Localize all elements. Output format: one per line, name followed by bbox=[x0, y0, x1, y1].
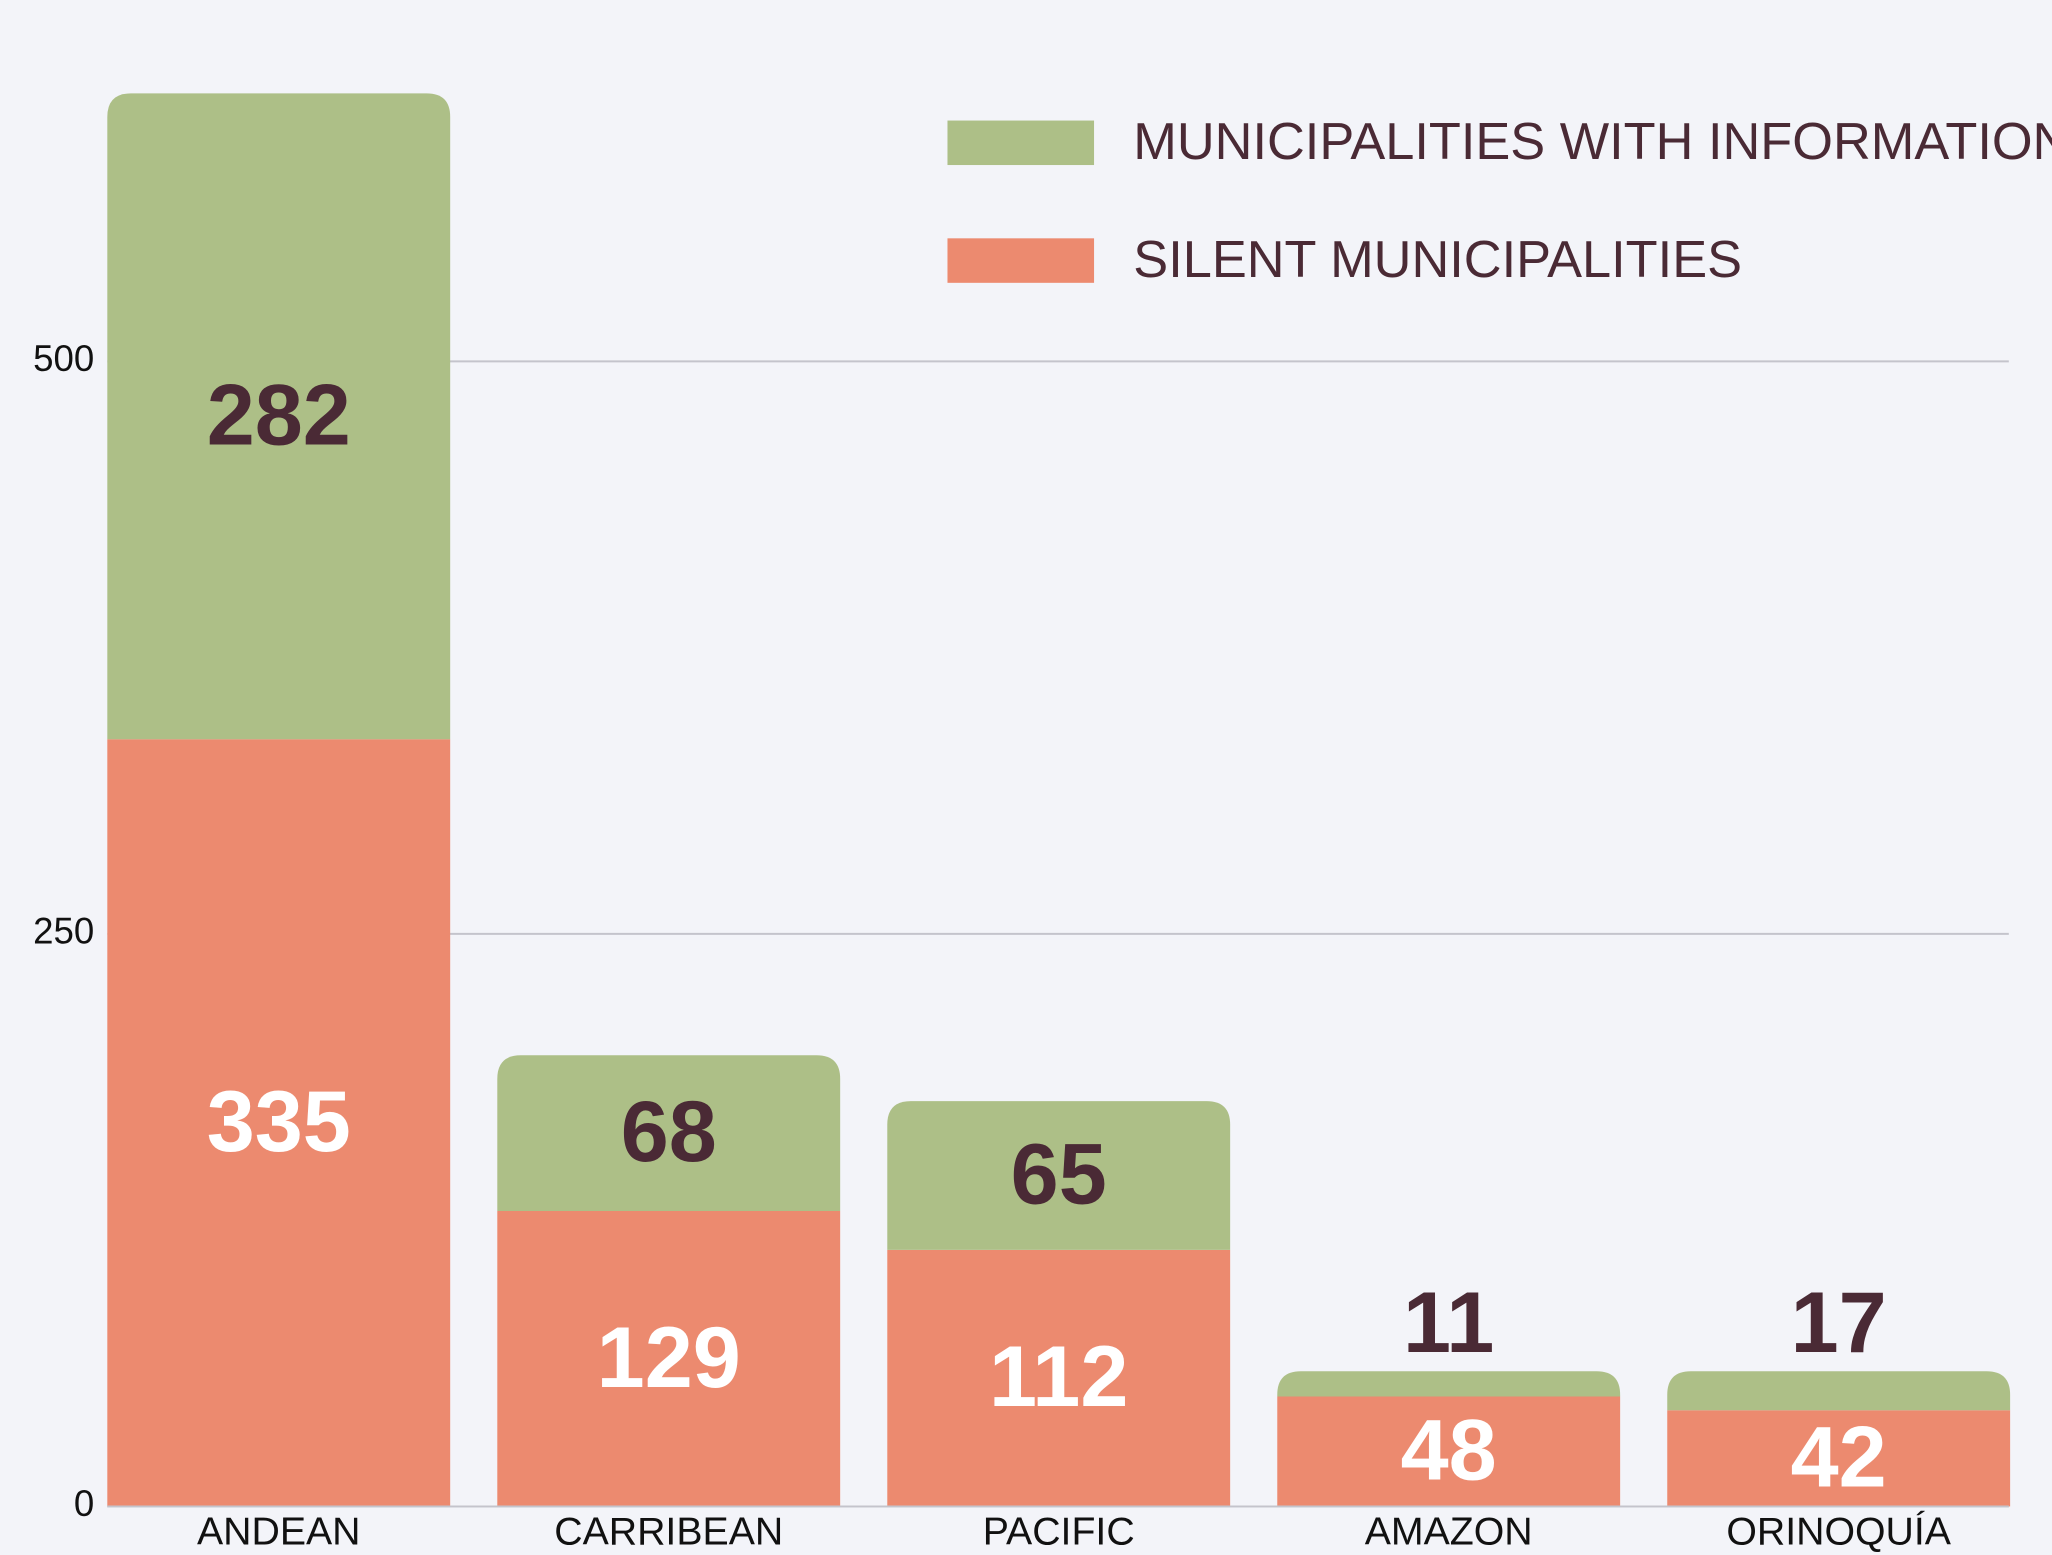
value-label: 112 bbox=[989, 1329, 1128, 1425]
legend-swatch bbox=[947, 238, 1095, 283]
legend-label: SILENT MUNICIPALITIES bbox=[1133, 231, 1742, 289]
value-label: 42 bbox=[1791, 1409, 1887, 1505]
bar-segment bbox=[1277, 1371, 1621, 1397]
bar-segment bbox=[1277, 1396, 1621, 1507]
value-label: 11 bbox=[1403, 1275, 1494, 1371]
y-tick-label: 0 bbox=[74, 1483, 94, 1524]
value-label: 17 bbox=[1791, 1275, 1887, 1371]
x-tick-label: ANDEAN bbox=[197, 1509, 361, 1553]
bar-segment bbox=[1667, 1371, 2011, 1411]
bar-segment bbox=[497, 1210, 841, 1507]
legend-swatch bbox=[947, 120, 1095, 166]
legend-label: MUNICIPALITIES WITH INFORMATION bbox=[1133, 113, 2052, 171]
x-tick-label: ORINOQUÍA bbox=[1726, 1509, 1951, 1553]
value-label: 282 bbox=[207, 367, 351, 463]
x-tick-label: AMAZON bbox=[1365, 1509, 1533, 1553]
y-tick-label: 250 bbox=[33, 911, 94, 952]
bar-segment bbox=[107, 739, 451, 1507]
y-tick-label: 500 bbox=[33, 338, 94, 379]
bar-segment bbox=[107, 93, 451, 740]
bar-segment bbox=[1667, 1410, 2011, 1507]
x-tick-label: PACIFIC bbox=[983, 1509, 1135, 1553]
bar-segment bbox=[887, 1101, 1231, 1250]
value-label: 129 bbox=[597, 1310, 741, 1406]
value-label: 68 bbox=[621, 1084, 717, 1180]
value-label: 48 bbox=[1401, 1403, 1497, 1499]
value-label: 65 bbox=[1011, 1127, 1107, 1223]
bar-segment bbox=[497, 1055, 841, 1211]
bar-segment bbox=[887, 1249, 1231, 1507]
x-tick-label: CARRIBEAN bbox=[554, 1509, 783, 1553]
value-label: 335 bbox=[207, 1074, 351, 1170]
